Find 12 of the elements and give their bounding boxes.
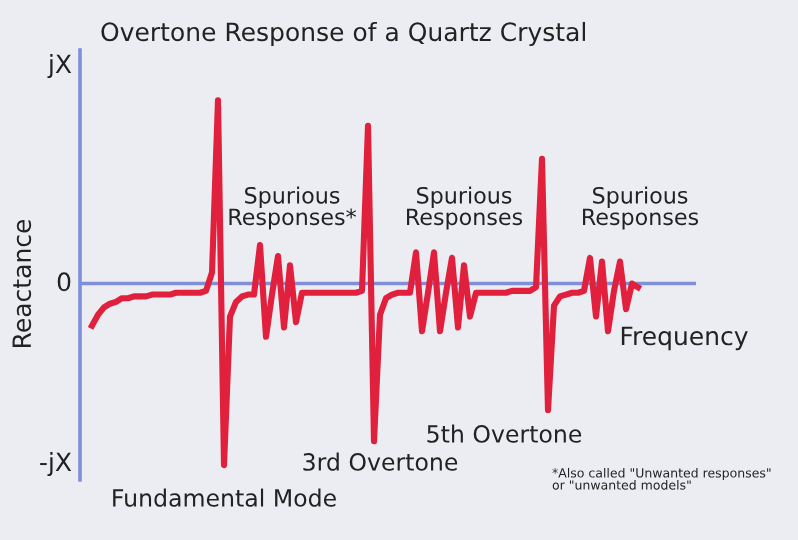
text: 0	[57, 272, 71, 292]
y-axis-title: Reactance	[12, 219, 32, 347]
annotation: 5th Overtone	[427, 424, 582, 443]
annotation: Spurious Responses	[583, 186, 699, 230]
text: -jX	[40, 451, 72, 477]
x-axis-title: Frequency	[621, 326, 748, 351]
annotation: 3rd Overtone	[303, 452, 458, 471]
text: Fundamental Mode	[113, 488, 336, 507]
text: jX	[47, 53, 72, 79]
chart-title: Overtone Response of a Quartz Crystal	[101, 21, 585, 47]
annotation: Spurious Responses*	[229, 186, 357, 230]
annotation: Spurious Responses	[407, 186, 523, 230]
